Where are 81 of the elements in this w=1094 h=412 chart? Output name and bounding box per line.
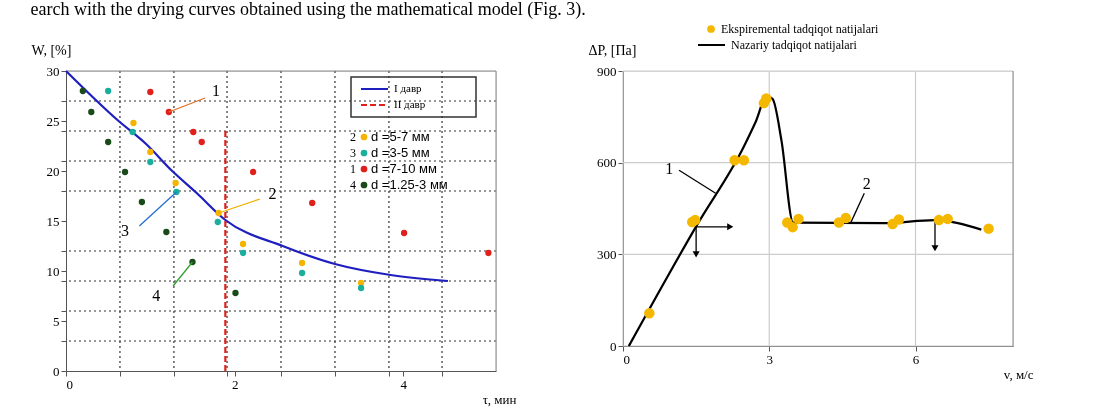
point (787, 221, 798, 233)
point (172, 179, 179, 187)
text: earch with the drying curves obtained using the mathematical model (Fig. 3). (30, 0, 586, 20)
legend-label: d =7-10 мм (371, 161, 437, 176)
point (644, 308, 655, 319)
y-tick-label: 0 (53, 363, 60, 379)
x-tick-label: 2 (231, 376, 239, 392)
x-tick-label: 0 (66, 376, 73, 392)
point (190, 128, 197, 136)
annotation: 4 (350, 178, 356, 192)
point (129, 128, 136, 136)
x-axis-title: τ, мин (482, 391, 517, 407)
y-tick-label: 10 (46, 263, 60, 279)
y-tick-label: 15 (46, 213, 60, 229)
annotation: 1 (350, 162, 356, 176)
point (104, 87, 112, 95)
y-tick-label: 5 (53, 313, 60, 329)
annotation: 2 (268, 185, 277, 202)
annotation: 3 (121, 222, 130, 239)
point (250, 168, 257, 176)
point (163, 228, 170, 236)
annotation: 4 (152, 287, 161, 304)
point (88, 108, 95, 116)
point (298, 259, 306, 267)
point (933, 214, 945, 226)
point (893, 214, 905, 225)
point (761, 93, 772, 104)
line-series (64, 69, 450, 283)
legend-label: II давр (394, 98, 426, 110)
point (357, 284, 365, 292)
point (485, 249, 492, 257)
point (215, 209, 222, 217)
annotation: 2 (350, 130, 356, 144)
point (130, 119, 137, 127)
point (79, 87, 87, 95)
point (104, 138, 112, 146)
annotation: 1 (212, 82, 221, 99)
point (983, 223, 994, 234)
x-tick-label: 0 (623, 351, 630, 367)
point (147, 148, 154, 156)
legend-label: Nazariy tadqiqot natijalari (731, 38, 858, 52)
y-tick-label: 900 (597, 63, 617, 79)
point (729, 154, 740, 166)
y-tick-label: 600 (597, 155, 617, 171)
point (121, 168, 129, 176)
point (239, 249, 247, 257)
y-tick-label: 0 (610, 338, 617, 354)
x-tick-label: 3 (766, 351, 773, 367)
point (298, 269, 306, 277)
point (942, 213, 953, 225)
legend-label: d =5-7 мм (371, 129, 430, 144)
point (232, 289, 239, 297)
point (138, 198, 146, 206)
annotation: 2 (862, 175, 871, 193)
legend-label: Ekspiremental tadqiqot natijalari (721, 22, 879, 36)
legend-label: d =1.25-3 мм (371, 177, 448, 192)
point (147, 88, 154, 96)
point (239, 240, 247, 248)
x-tick-label: 6 (912, 351, 920, 367)
legend-label: d =3-5 мм (371, 145, 430, 160)
point (357, 279, 365, 287)
point (738, 154, 750, 166)
point (309, 199, 316, 207)
legend-label: I давр (394, 82, 423, 94)
y-tick-label: 25 (46, 113, 60, 129)
point (400, 229, 408, 237)
y-tick-label: 20 (46, 163, 60, 179)
point (840, 212, 852, 224)
y-tick-label: 30 (46, 63, 60, 79)
point (165, 108, 173, 116)
annotation: 3 (350, 146, 356, 160)
point (198, 138, 205, 146)
point (147, 158, 154, 166)
x-tick-label: 4 (400, 376, 408, 392)
annotation: 1 (665, 159, 674, 177)
y-tick-label: 300 (597, 246, 617, 262)
point (214, 218, 221, 226)
y-axis-title: W, [%] (31, 42, 72, 58)
y-axis-title: ΔP, [Па] (588, 42, 637, 58)
x-axis-title: v, м/с (1003, 366, 1034, 382)
point (793, 213, 804, 225)
